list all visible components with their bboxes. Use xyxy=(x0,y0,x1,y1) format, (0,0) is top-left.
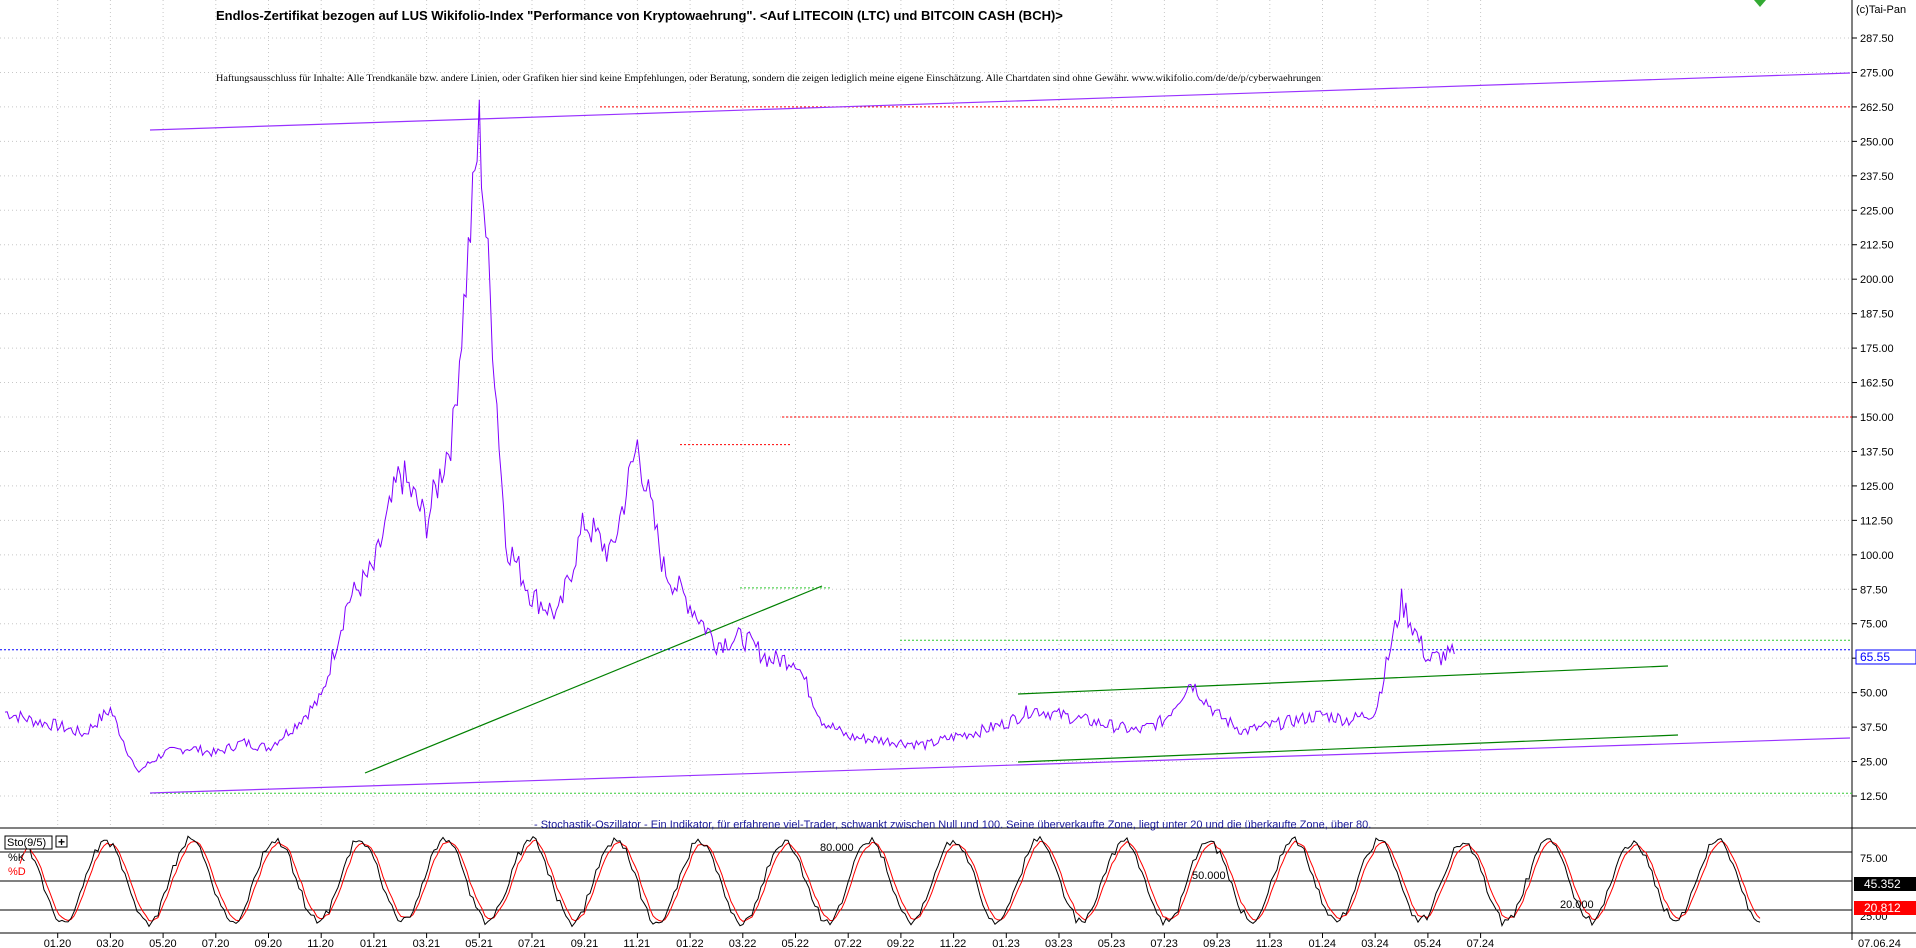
x-tick-label: 03.22 xyxy=(729,938,757,948)
k-legend: %K xyxy=(8,852,26,864)
trendlines xyxy=(149,72,1851,794)
y-tick-label: 250.00 xyxy=(1860,136,1894,148)
x-tick-label: 05.22 xyxy=(782,938,810,948)
x-tick-label: 07.24 xyxy=(1467,938,1495,948)
x-tick-label: 01.24 xyxy=(1309,938,1337,948)
y-tick-label: 225.00 xyxy=(1860,205,1894,217)
indicator-note: - Stochastik-Oszillator - Ein Indikator,… xyxy=(534,819,1371,831)
plus-icon: + xyxy=(58,835,65,849)
x-tick-label: 11.20 xyxy=(307,938,334,948)
indicator-add-button[interactable] xyxy=(55,835,68,848)
indicator-name: Sto(9/5) xyxy=(7,837,46,849)
x-tick-label: 09.20 xyxy=(255,938,283,948)
date-axis: 01.20 03.20 05.20 07.20 09.20 11.20 01.21 03.21… xyxy=(44,933,1494,948)
current-value-label: 65.55 xyxy=(1860,650,1890,664)
x-tick-label: 09.23 xyxy=(1203,938,1231,948)
x-tick-label: 05.24 xyxy=(1414,938,1442,948)
x-tick-label: 03.20 xyxy=(96,938,124,948)
d-value-box xyxy=(1854,901,1916,915)
chart-title: Endlos-Zertifikat bezogen auf LUS Wikifo… xyxy=(216,8,1063,23)
y-tick-label: 37.50 xyxy=(1860,722,1888,734)
level-lines xyxy=(0,106,1852,794)
y-tick-label: 87.50 xyxy=(1860,584,1888,596)
current-value-box xyxy=(1855,649,1916,665)
y-tick-label: 112.50 xyxy=(1860,515,1893,527)
d-value-label: 20.812 xyxy=(1864,901,1901,915)
y-tick-label: 187.50 xyxy=(1860,309,1894,321)
y-tick-label: 75.00 xyxy=(1860,619,1888,631)
upper-channel-line xyxy=(149,72,1851,131)
y-tick-label: 125.00 xyxy=(1860,481,1894,493)
d-legend: %D xyxy=(8,866,26,878)
price-axis: 12.5025.0037.5050.0062.5075.0087.50100.0… xyxy=(1852,33,1894,803)
copyright-label: (c)Tai-Pan xyxy=(1856,4,1906,16)
x-tick-label: 11.23 xyxy=(1256,938,1283,948)
y-tick-label: 175.00 xyxy=(1860,343,1894,355)
y-tick-label: 137.50 xyxy=(1860,446,1894,458)
stoch-k-line xyxy=(19,835,1761,928)
y-tick-label: 162.50 xyxy=(1860,378,1894,390)
price-panel xyxy=(0,0,1852,828)
y-tick-label: 150.00 xyxy=(1860,412,1894,424)
x-tick-label: 09.22 xyxy=(887,938,915,948)
x-tick-label: 07.23 xyxy=(1150,938,1178,948)
y-tick-label: 100.00 xyxy=(1860,550,1894,562)
x-tick-label: 03.24 xyxy=(1361,938,1389,948)
x-tick-label: 01.22 xyxy=(676,938,704,948)
x-tick-label: 05.23 xyxy=(1098,938,1126,948)
x-tick-label: 11.22 xyxy=(940,938,967,948)
y-tick-label: 262.50 xyxy=(1860,102,1894,114)
x-tick-label: 07.22 xyxy=(834,938,862,948)
x-tick-label: 05.20 xyxy=(149,938,177,948)
x-tick-label: 01.21 xyxy=(360,938,388,948)
stochastic-panel: 80.000 50.000 20.000 Sto(9/5) + %K %D 75… xyxy=(0,835,1916,928)
y-tick-label: 200.00 xyxy=(1860,274,1894,286)
upper-green-channel xyxy=(1017,665,1669,695)
y-tick-label: 287.50 xyxy=(1860,33,1894,45)
disclaimer-text: Haftungsausschluss für Inhalte: Alle Tre… xyxy=(216,73,1322,83)
level-50-label: 50.000 xyxy=(1192,870,1226,882)
x-tick-label: 05.21 xyxy=(465,938,493,948)
x-tick-label: 01.23 xyxy=(992,938,1020,948)
x-tick-label: 01.20 xyxy=(44,938,72,948)
x-tick-label: 07.20 xyxy=(202,938,230,948)
x-tick-label: 03.23 xyxy=(1045,938,1073,948)
x-tick-label: 03.21 xyxy=(413,938,441,948)
last-date-label: 07.06.24 xyxy=(1858,938,1901,948)
lower-green-channel xyxy=(1017,734,1679,763)
y-tick-label: 50.00 xyxy=(1860,688,1888,700)
marker-triangle-icon xyxy=(1754,0,1766,7)
x-tick-label: 09.21 xyxy=(571,938,599,948)
y-tick-label: 12.50 xyxy=(1860,791,1888,803)
horizontal-gridlines xyxy=(0,37,1852,797)
lower-channel-line xyxy=(149,737,1851,794)
level-20-label: 20.000 xyxy=(1560,899,1594,911)
x-tick-label: 11.21 xyxy=(623,938,650,948)
x-tick-label: 07.21 xyxy=(518,938,546,948)
k-value-label: 45.352 xyxy=(1864,877,1901,891)
stoch-axis-75: 75.00 xyxy=(1860,853,1888,865)
level-80-label: 80.000 xyxy=(820,842,854,854)
price-line xyxy=(4,99,1455,773)
y-tick-label: 25.00 xyxy=(1860,757,1888,769)
indicator-name-box[interactable] xyxy=(4,835,53,850)
uptrend-line-2020 xyxy=(364,585,823,774)
k-value-box xyxy=(1854,877,1916,891)
y-tick-label: 275.00 xyxy=(1860,67,1894,79)
y-tick-label: 237.50 xyxy=(1860,171,1894,183)
y-tick-label: 212.50 xyxy=(1860,240,1894,252)
